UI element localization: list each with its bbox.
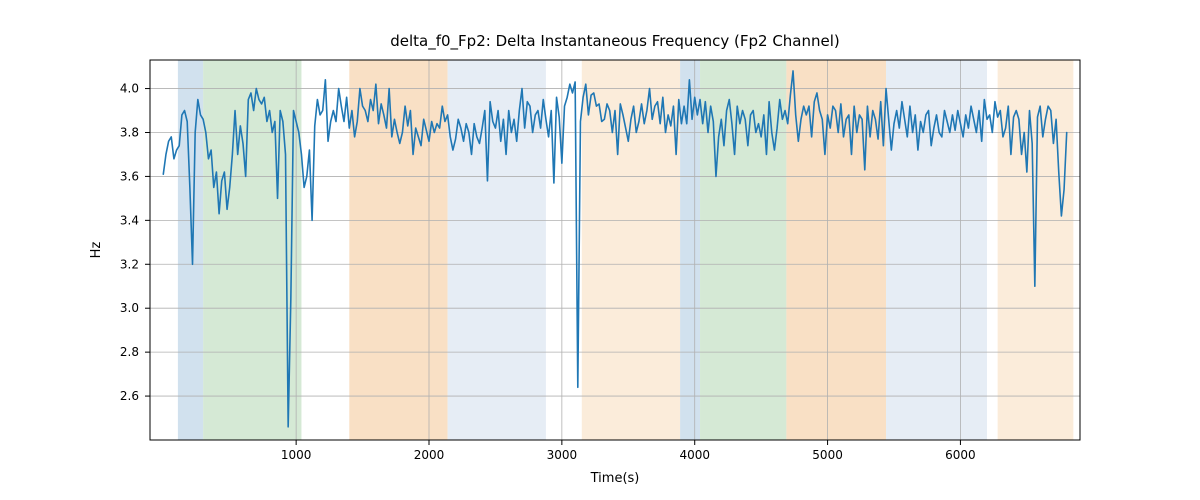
y-tick-label: 2.6 (120, 389, 139, 403)
y-axis-label: Hz (89, 242, 104, 259)
y-tick-label: 3.2 (120, 257, 139, 271)
chart-container: 1000 2000 3000 4000 5000 6000 2.6 2.8 3.0 3.2 3.4 3… (0, 0, 1200, 500)
x-tick-label: 1000 (281, 448, 312, 462)
x-tick-label: 2000 (414, 448, 445, 462)
line-chart: 1000 2000 3000 4000 5000 6000 2.6 2.8 3.0 3.2 3.4 3… (0, 0, 1200, 500)
x-tick-label: 6000 (945, 448, 976, 462)
x-tick-label: 3000 (547, 448, 578, 462)
x-axis-label: Time(s) (590, 471, 640, 486)
chart-title: delta_f0_Fp2: Delta Instantaneous Freque… (390, 32, 840, 51)
y-tick-label: 4.0 (120, 82, 139, 96)
y-tick-label: 2.8 (120, 345, 139, 359)
y-tick-label: 3.6 (120, 169, 139, 183)
background-bands (178, 60, 1073, 440)
x-tick-label: 4000 (679, 448, 710, 462)
y-tick-label: 3.8 (120, 125, 139, 139)
y-tick-label: 3.4 (120, 213, 139, 227)
x-tick-label: 5000 (812, 448, 843, 462)
y-tick-label: 3.0 (120, 301, 139, 315)
